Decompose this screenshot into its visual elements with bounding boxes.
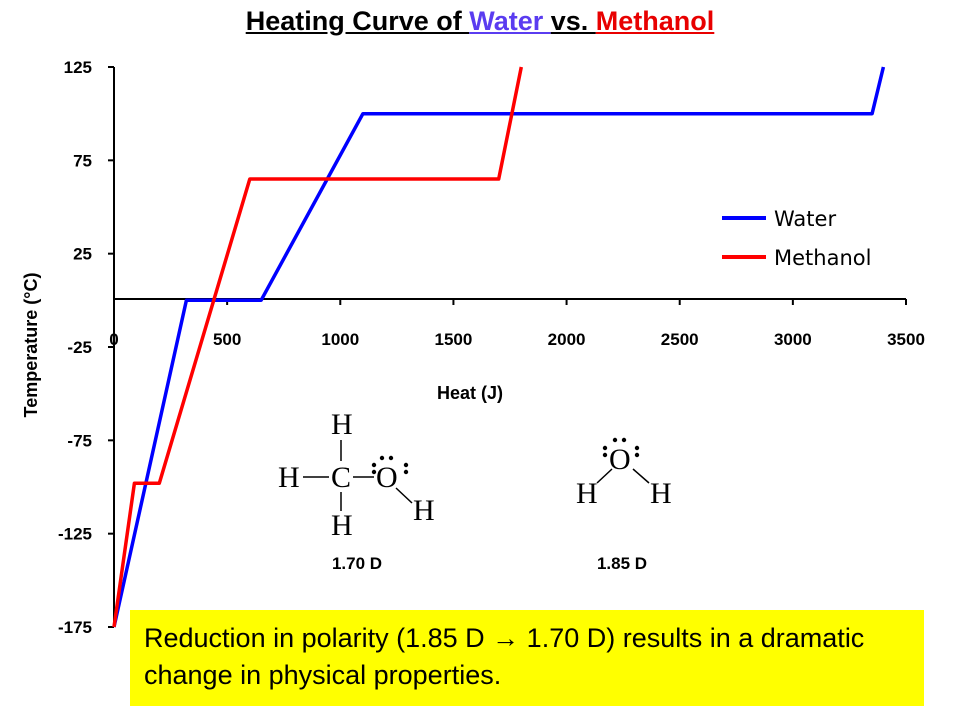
bond-o-h — [395, 487, 413, 504]
water-oxygen: O — [609, 443, 631, 476]
x-tick-label: 1500 — [435, 330, 473, 349]
bond-o-h-left — [596, 468, 613, 484]
conclusion-callout: Reduction in polarity (1.85 D → 1.70 D) … — [130, 610, 924, 706]
series-line-water — [112, 66, 886, 628]
methanol-oxygen: O — [376, 461, 398, 494]
methanol-structure: H H C O H H 1.70 D — [278, 408, 435, 573]
x-tick-label: 0 — [109, 330, 118, 349]
legend-label-water: Water — [774, 207, 836, 231]
title-methanol: Methanol — [595, 6, 715, 36]
water-right-h: H — [650, 477, 672, 510]
y-tick-label: -175 — [58, 618, 92, 637]
title-water: Water — [469, 6, 551, 36]
water-left-h: H — [576, 477, 598, 510]
y-tick-label: 75 — [73, 151, 92, 170]
chart-title: Heating Curve of Water vs. Methanol — [0, 6, 960, 37]
lone-pair-dots — [602, 437, 640, 458]
methanol-left-h: H — [278, 461, 300, 494]
water-structure: O H H 1.85 D — [576, 437, 672, 573]
x-tick-label: 2000 — [548, 330, 586, 349]
title-prefix: Heating Curve of — [245, 6, 470, 36]
y-tick-label: -25 — [67, 338, 92, 357]
series-line-methanol — [112, 66, 524, 628]
x-tick-label: 3000 — [774, 330, 812, 349]
bond-o-h-right — [632, 468, 650, 484]
methanol-dipole-label: 1.70 D — [332, 554, 382, 573]
methanol-carbon: C — [331, 461, 351, 494]
tick-marks: 125 75 25 -25 -75 -125 -175 0 500 1000 1500 2000 250… — [58, 58, 925, 637]
y-tick-label: -75 — [67, 431, 92, 450]
methanol-bottom-h: H — [331, 509, 353, 542]
y-tick-label: -125 — [58, 525, 92, 544]
legend-label-methanol: Methanol — [774, 246, 871, 270]
legend: Water Methanol — [722, 207, 871, 270]
methanol-oh-h: H — [413, 494, 435, 527]
y-tick-label: 25 — [73, 245, 92, 264]
y-tick-label: 125 — [64, 58, 92, 77]
water-dipole-label: 1.85 D — [597, 554, 647, 573]
series-group — [112, 66, 886, 628]
x-axis-label: Heat (J) — [437, 383, 503, 403]
x-tick-label: 3500 — [887, 330, 925, 349]
methanol-top-h: H — [331, 408, 353, 441]
x-tick-label: 2500 — [661, 330, 699, 349]
x-tick-label: 1000 — [321, 330, 359, 349]
y-axis-label: Temperature (°C) — [21, 273, 41, 418]
lone-pair-dots — [371, 455, 409, 475]
title-mid: vs. — [550, 6, 596, 36]
x-tick-label: 500 — [213, 330, 241, 349]
